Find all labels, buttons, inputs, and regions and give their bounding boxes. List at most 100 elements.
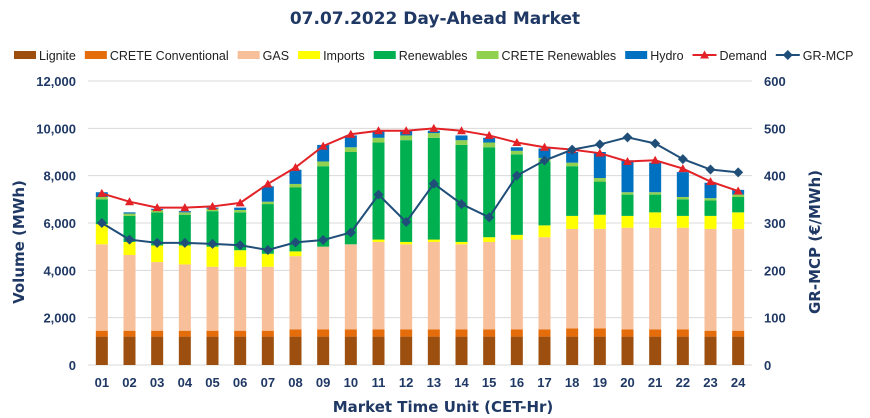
legend-item: Lignite: [14, 49, 76, 63]
bar-segment: [344, 135, 357, 148]
bar-segment: [649, 162, 662, 193]
bar-segment: [538, 225, 551, 238]
bar-segment: [676, 172, 689, 197]
series-marker: [733, 186, 743, 195]
bar-segment: [372, 130, 385, 138]
x-tick-label: 21: [648, 375, 662, 390]
bar-segment: [400, 241, 413, 245]
series-marker: [262, 244, 273, 255]
legend-item: GR-MCP: [775, 49, 853, 63]
series-marker: [318, 141, 328, 150]
bar-segment: [483, 147, 496, 238]
bar-segment: [400, 336, 413, 365]
bar-segment: [676, 199, 689, 216]
bar-segment: [95, 199, 108, 225]
bar-segment: [704, 200, 717, 216]
legend-label: Hydro: [650, 49, 683, 63]
x-tick-label: 10: [344, 375, 358, 390]
bar-segment: [732, 330, 745, 337]
bar-segment: [206, 208, 219, 212]
bar-segment: [483, 329, 496, 337]
bar-segment: [151, 212, 164, 246]
y2-tick-label: 400: [764, 169, 786, 184]
series-marker: [511, 170, 522, 181]
series-marker: [623, 156, 632, 165]
series-marker: [235, 240, 246, 251]
y2-tick-label: 600: [764, 74, 786, 89]
bar-segment: [593, 152, 606, 179]
bar-segment: [732, 194, 745, 197]
bar-segment: [344, 336, 357, 365]
series-marker: [235, 198, 245, 207]
y-tick-label: 10,000: [36, 121, 76, 136]
legend-label: Imports: [323, 49, 365, 63]
series-marker: [457, 126, 466, 135]
bar-segment: [372, 137, 385, 143]
bar-segment: [704, 198, 717, 201]
legend-label: CRETE Renewables: [502, 49, 617, 63]
bar-segment: [649, 227, 662, 330]
bar-segment: [510, 329, 523, 337]
bar-segment: [289, 169, 302, 184]
series-marker: [152, 203, 162, 212]
x-axis-title: Market Time Unit (CET-Hr): [333, 398, 554, 416]
series-marker: [622, 132, 633, 143]
bar-segment: [676, 196, 689, 200]
series-marker: [594, 139, 605, 150]
bar-segment: [289, 187, 302, 252]
x-tick-label: 07: [261, 375, 275, 390]
bar-segment: [178, 214, 191, 246]
y2-axis-title: GR-MCP (€/MWh): [806, 170, 824, 314]
series-marker: [540, 142, 549, 151]
series-marker: [290, 237, 301, 248]
x-tick-label: 23: [703, 375, 717, 390]
bar-segment: [649, 329, 662, 337]
y2-tick-label: 100: [764, 311, 786, 326]
bar-segment: [344, 147, 357, 152]
series-line: [101, 127, 739, 209]
y-tick-label: 4,000: [43, 263, 76, 278]
series-marker: [706, 177, 715, 186]
bar-segment: [621, 215, 634, 228]
x-tick-label: 04: [178, 375, 193, 390]
legend-item: Hydro: [625, 49, 684, 63]
bar-segment: [317, 336, 330, 365]
bar-segment: [151, 209, 164, 213]
y2-tick-label: 200: [764, 263, 786, 278]
bar-segment: [621, 336, 634, 365]
y2-tick-label: 0: [764, 358, 771, 373]
legend: Lignite CRETE Conventional GAS Imports Renew…: [14, 49, 853, 63]
series-marker: [318, 235, 329, 246]
x-tick-label: 22: [676, 375, 690, 390]
bar-segment: [566, 162, 579, 167]
bar-segment: [649, 212, 662, 228]
y-tick-label: 2,000: [43, 311, 76, 326]
legend-item: Imports: [298, 49, 365, 63]
series-marker: [207, 238, 218, 249]
x-tick-label: 15: [482, 375, 496, 390]
series-marker: [97, 188, 107, 197]
bars-group: [95, 130, 745, 365]
bar-segment: [704, 182, 717, 199]
y-tick-label: 12,000: [36, 74, 76, 89]
legend-marker: [700, 50, 710, 59]
bar-segment: [704, 330, 717, 337]
bar-segment: [621, 227, 634, 330]
bar-segment: [123, 241, 136, 255]
bar-segment: [95, 336, 108, 365]
bar-segment: [123, 215, 136, 242]
legend-swatch: [237, 51, 260, 59]
legend-swatch: [373, 51, 396, 59]
bar-segment: [649, 194, 662, 213]
series-marker: [208, 201, 217, 210]
series-marker: [125, 197, 134, 206]
x-axis: 01 02 03 04 05 06 07 08 09 10 11 12 13 14 15 16 17 18 19 20…: [95, 375, 747, 390]
bar-segment: [289, 183, 302, 188]
legend-item: CRETE Conventional: [84, 49, 229, 63]
x-tick-label: 12: [399, 375, 413, 390]
bar-segment: [400, 244, 413, 330]
bar-segment: [649, 336, 662, 365]
bar-segment: [483, 142, 496, 148]
bar-segment: [206, 336, 219, 365]
legend-label: CRETE Conventional: [110, 49, 229, 63]
